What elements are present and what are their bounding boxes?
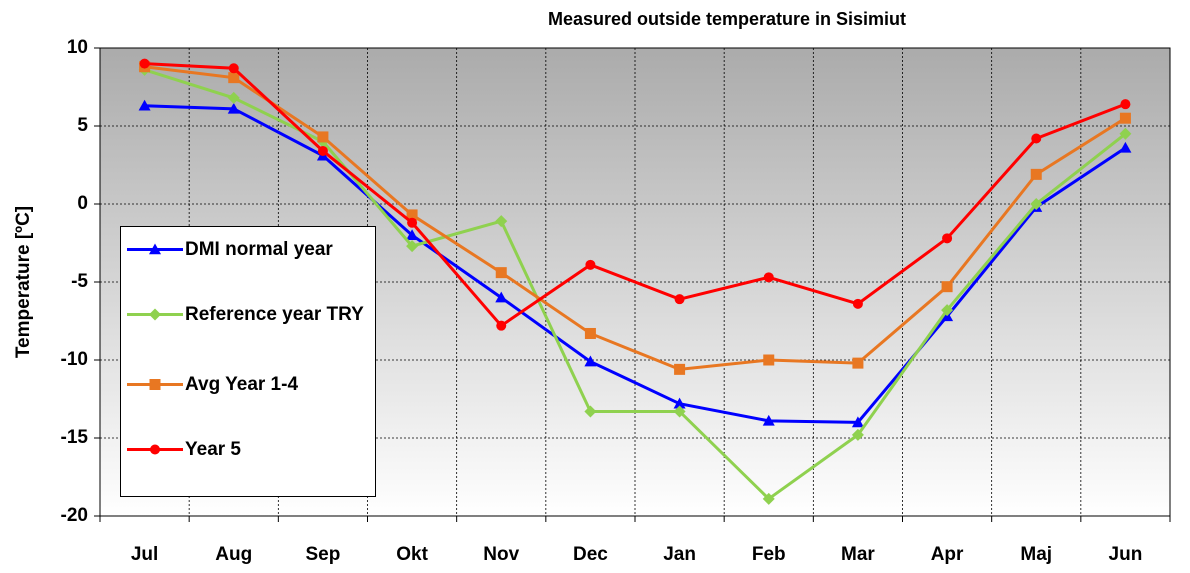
marker bbox=[851, 428, 864, 441]
legend-icon bbox=[127, 444, 183, 455]
marker bbox=[495, 291, 508, 303]
legend: DMI normal year Reference year TRY Avg Yea… bbox=[120, 226, 376, 497]
x-tick-label: Sep bbox=[305, 544, 340, 565]
marker bbox=[673, 405, 686, 418]
marker bbox=[941, 281, 953, 293]
legend-entry: Reference year TRY bbox=[125, 302, 370, 327]
x-tick-label: Jan bbox=[663, 544, 696, 565]
marker bbox=[149, 243, 161, 255]
x-tick-label: Dec bbox=[573, 544, 608, 565]
legend-label: Reference year TRY bbox=[185, 304, 364, 325]
x-tick-label: Jun bbox=[1109, 544, 1143, 565]
marker bbox=[406, 209, 418, 221]
legend-entry: Year 5 bbox=[125, 437, 370, 462]
marker bbox=[227, 91, 240, 104]
marker bbox=[673, 397, 686, 409]
legend-label: Year 5 bbox=[185, 439, 241, 460]
marker bbox=[228, 63, 239, 74]
legend-icon bbox=[127, 379, 183, 390]
marker bbox=[495, 215, 508, 228]
x-tick-label: Maj bbox=[1020, 544, 1052, 565]
legend-entry: DMI normal year bbox=[125, 237, 370, 262]
marker bbox=[762, 414, 775, 426]
marker bbox=[763, 354, 775, 366]
marker bbox=[763, 272, 774, 283]
y-tick-label: 10 bbox=[67, 37, 88, 58]
series-line bbox=[144, 68, 1127, 501]
marker bbox=[495, 267, 507, 279]
legend-icon bbox=[127, 308, 183, 321]
legend-label: Avg Year 1-4 bbox=[185, 374, 299, 395]
series-line bbox=[144, 65, 1127, 371]
legend-label: DMI normal year bbox=[185, 239, 333, 260]
marker bbox=[584, 327, 596, 339]
plot-border bbox=[99, 47, 1171, 517]
legend-entry: Avg Year 1-4 bbox=[125, 372, 370, 397]
y-tick-label: -10 bbox=[61, 349, 88, 370]
chart-title: Measured outside temperature in Sisimiut bbox=[548, 9, 906, 29]
marker bbox=[851, 416, 864, 428]
series-line bbox=[144, 104, 1127, 424]
x-tick-label: Nov bbox=[483, 544, 519, 565]
marker bbox=[138, 99, 151, 111]
marker bbox=[1030, 198, 1043, 210]
marker bbox=[1030, 168, 1042, 180]
y-tick-label: -15 bbox=[61, 427, 89, 448]
marker bbox=[674, 363, 686, 375]
marker bbox=[584, 355, 597, 367]
marker bbox=[407, 217, 418, 228]
marker bbox=[1031, 133, 1042, 144]
x-tick-label: Feb bbox=[752, 544, 786, 565]
marker bbox=[762, 492, 775, 505]
series-line bbox=[144, 62, 1126, 328]
marker bbox=[406, 240, 419, 253]
legend-icon bbox=[127, 243, 183, 255]
marker bbox=[228, 72, 240, 84]
marker bbox=[317, 131, 329, 143]
x-tick-label: Okt bbox=[396, 544, 428, 565]
marker bbox=[496, 320, 507, 331]
x-tick-label: Aug bbox=[215, 544, 252, 565]
marker bbox=[942, 233, 953, 244]
y-axis-label: Temperature [ºC] bbox=[13, 206, 34, 358]
marker bbox=[1119, 127, 1132, 140]
marker bbox=[150, 444, 160, 455]
marker bbox=[1120, 99, 1131, 110]
marker bbox=[1119, 141, 1132, 153]
marker bbox=[406, 229, 419, 240]
marker bbox=[227, 102, 240, 114]
marker bbox=[852, 357, 864, 369]
marker bbox=[585, 259, 596, 270]
marker bbox=[139, 58, 150, 69]
marker bbox=[584, 405, 597, 418]
marker bbox=[1119, 112, 1131, 124]
y-tick-label: -5 bbox=[71, 271, 88, 292]
marker bbox=[852, 298, 863, 309]
marker bbox=[674, 294, 685, 305]
x-tick-label: Mar bbox=[841, 544, 875, 565]
y-tick-label: 0 bbox=[77, 193, 88, 214]
x-tick-label: Jul bbox=[131, 544, 158, 565]
marker bbox=[941, 304, 954, 317]
x-tick-label: Apr bbox=[931, 544, 964, 565]
marker bbox=[317, 145, 328, 156]
y-tick-label: -20 bbox=[61, 505, 88, 526]
marker bbox=[149, 308, 161, 321]
marker bbox=[149, 379, 161, 390]
y-tick-label: 5 bbox=[77, 115, 88, 136]
